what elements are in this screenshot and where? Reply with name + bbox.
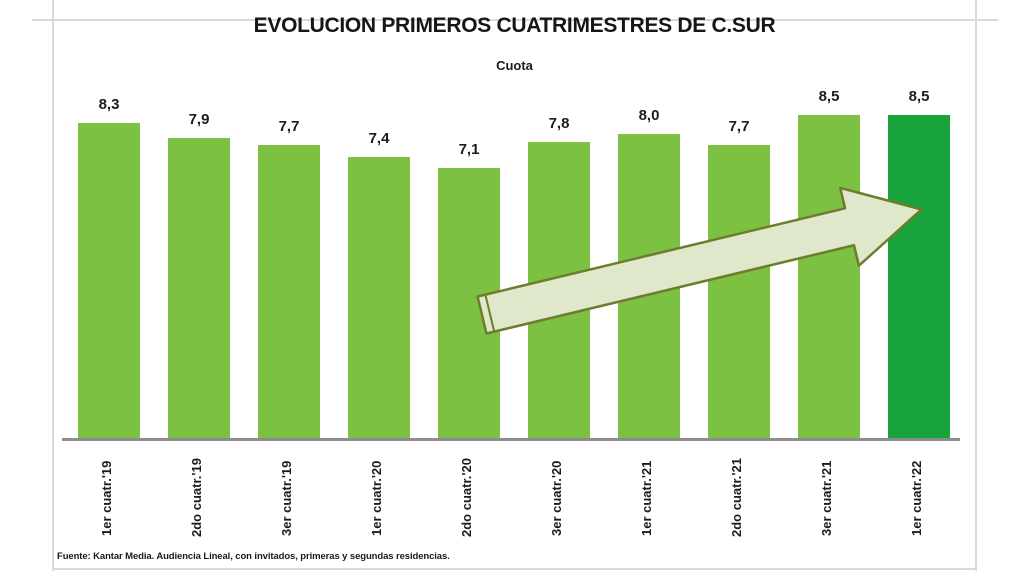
bar-value-label: 8,5: [908, 88, 930, 105]
bar-value-label: 7,7: [728, 118, 750, 135]
x-axis-label: 1er cuatr.'21: [639, 460, 654, 536]
x-axis-label: 2do cuatr.'20: [459, 458, 474, 538]
frame-line-left: [52, 0, 54, 571]
bar: [618, 134, 680, 438]
bar: [168, 138, 230, 438]
x-axis-label: 1er cuatr.'22: [909, 460, 924, 536]
bar: [348, 157, 410, 438]
x-axis-label: 3er cuatr.'21: [819, 460, 834, 536]
chart-title: EVOLUCION PRIMEROS CUATRIMESTRES DE C.SU…: [253, 14, 776, 37]
x-axis-label: 1er cuatr.'20: [369, 460, 384, 536]
bar-value-label: 7,8: [548, 115, 570, 132]
x-axis-label: 2do cuatr.'21: [729, 458, 744, 538]
frame-line-top: [32, 19, 998, 21]
frame-line-bottom: [52, 568, 976, 570]
x-axis-label: 2do cuatr.'19: [189, 458, 204, 538]
bar-value-label: 8,0: [638, 107, 660, 124]
source-note: Fuente: Kantar Media. Audiencia Lineal, …: [57, 551, 450, 562]
bar-value-label: 7,4: [368, 130, 390, 147]
bar-value-label: 7,7: [278, 118, 300, 135]
frame-line-right: [975, 0, 977, 571]
bar: [258, 145, 320, 438]
x-axis-label: 3er cuatr.'19: [279, 460, 294, 536]
bar-value-label: 8,3: [98, 96, 120, 113]
x-axis-label: 3er cuatr.'20: [549, 460, 564, 536]
bar: [438, 168, 500, 438]
chart-subtitle: Cuota: [496, 58, 533, 73]
bar: [78, 123, 140, 438]
x-axis-line: [62, 438, 960, 441]
x-axis-label: 1er cuatr.'19: [99, 460, 114, 536]
bar: [528, 142, 590, 438]
bar: [798, 115, 860, 438]
bar-value-label: 7,9: [188, 111, 210, 128]
bar: [708, 145, 770, 438]
bar-value-label: 7,1: [458, 141, 480, 158]
bar-value-label: 8,5: [818, 88, 840, 105]
bar: [888, 115, 950, 438]
